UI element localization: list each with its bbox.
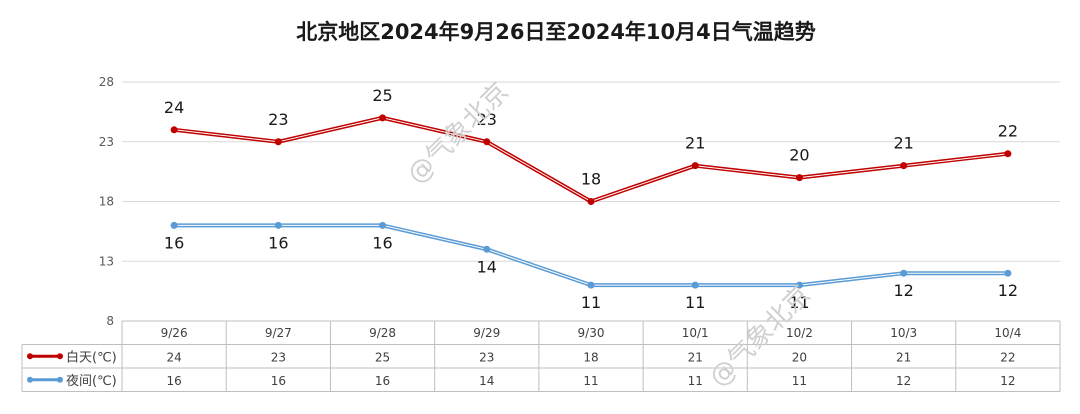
table-cell: 20 xyxy=(792,350,807,364)
y-tick-label: 8 xyxy=(106,314,114,328)
data-label: 23 xyxy=(268,110,288,129)
category-label: 9/30 xyxy=(578,326,605,340)
table-cell: 25 xyxy=(375,350,390,364)
data-point xyxy=(170,126,178,134)
data-label: 12 xyxy=(998,281,1018,300)
category-label: 9/26 xyxy=(161,326,188,340)
data-point xyxy=(379,221,387,229)
legend-entry: 夜间(℃) xyxy=(27,374,117,389)
data-point xyxy=(379,114,387,122)
category-label: 10/3 xyxy=(890,326,917,340)
data-point xyxy=(900,269,908,277)
table-cell: 16 xyxy=(271,374,286,388)
table-cell: 24 xyxy=(166,350,181,364)
chart-title: 北京地区2024年9月26日至2024年10月4日气温趋势 xyxy=(296,20,816,44)
legend-label: 夜间(℃) xyxy=(66,374,117,389)
data-label: 11 xyxy=(685,293,705,312)
category-label: 9/28 xyxy=(369,326,396,340)
y-tick-label: 13 xyxy=(99,254,114,268)
data-point xyxy=(587,198,595,205)
table-cell: 21 xyxy=(688,350,703,364)
legend-marker xyxy=(27,376,33,383)
table-cell: 12 xyxy=(896,374,911,388)
data-point xyxy=(900,162,908,170)
data-point xyxy=(587,281,595,289)
data-label: 24 xyxy=(164,98,184,117)
table-cell: 16 xyxy=(166,374,181,388)
data-label: 11 xyxy=(581,293,601,312)
legend-marker xyxy=(27,353,33,360)
data-label: 14 xyxy=(477,257,497,276)
data-table: 9/26 9/27 9/28 9/29 9/30 10/1 10/2 10/3 10/4 白天(℃… xyxy=(21,320,1061,392)
table-cell: 18 xyxy=(583,350,598,364)
data-label: 22 xyxy=(998,122,1018,141)
category-label: 10/1 xyxy=(682,326,709,340)
table-cell: 16 xyxy=(375,374,390,388)
data-label: 12 xyxy=(893,281,913,300)
table-cell: 23 xyxy=(271,350,286,364)
y-axis: 8 13 18 23 28 xyxy=(99,75,114,328)
data-label: 16 xyxy=(372,233,392,252)
table-cell: 11 xyxy=(688,374,703,388)
data-point xyxy=(274,138,282,146)
data-label: 18 xyxy=(581,170,601,189)
data-label: 16 xyxy=(164,233,184,252)
table-cell: 21 xyxy=(896,350,911,364)
y-tick-label: 28 xyxy=(99,75,114,89)
data-point xyxy=(170,221,178,229)
y-tick-label: 18 xyxy=(99,195,114,209)
table-cell: 12 xyxy=(1000,374,1015,388)
table-cell: 11 xyxy=(583,374,598,388)
data-point xyxy=(691,281,699,289)
series-line xyxy=(174,223,1008,288)
y-tick-label: 23 xyxy=(99,135,114,149)
category-label: 10/4 xyxy=(994,326,1021,340)
data-label: 16 xyxy=(268,233,288,252)
data-point xyxy=(483,138,491,146)
watermark-text-1: @气象北京 xyxy=(402,77,515,190)
table-cell: 11 xyxy=(792,374,807,388)
data-point xyxy=(795,281,803,289)
data-label: 21 xyxy=(685,134,705,153)
legend-marker xyxy=(57,353,63,360)
table-cell: 14 xyxy=(479,374,494,388)
series-lines xyxy=(170,114,1012,289)
category-label: 10/2 xyxy=(786,326,813,340)
data-point xyxy=(1004,150,1012,158)
series-line-highlight xyxy=(174,117,1008,202)
table-cell: 22 xyxy=(1000,350,1015,364)
legend-entry: 白天(℃) xyxy=(27,349,117,365)
data-point xyxy=(483,245,491,253)
data-label: 11 xyxy=(789,293,809,312)
legend-marker xyxy=(57,376,63,383)
category-label: 9/29 xyxy=(473,326,500,340)
data-label: 25 xyxy=(372,86,392,105)
data-point xyxy=(274,221,282,229)
data-point xyxy=(691,162,699,170)
legend-label: 白天(℃) xyxy=(66,349,117,365)
data-label: 21 xyxy=(893,134,913,153)
watermark: @气象北京 @气象北京 xyxy=(402,77,817,393)
table-cell: 23 xyxy=(479,350,494,364)
data-point xyxy=(795,174,803,182)
category-label: 9/27 xyxy=(265,326,292,340)
series-line xyxy=(173,115,1009,204)
data-label: 23 xyxy=(477,110,497,129)
data-label: 20 xyxy=(789,146,809,165)
data-point xyxy=(1004,269,1012,277)
data-labels: 24 23 25 23 18 21 20 21 22 16 16 16 14 11 11 11 12 12 xyxy=(164,86,1018,312)
